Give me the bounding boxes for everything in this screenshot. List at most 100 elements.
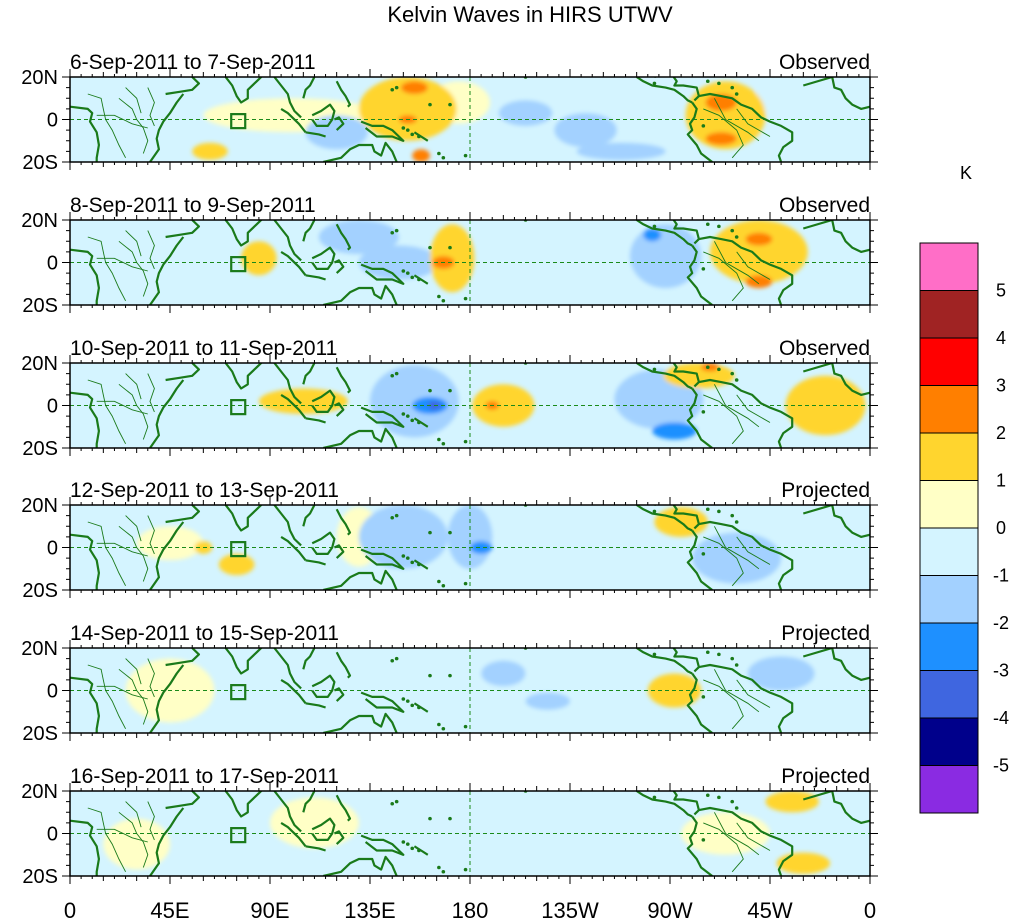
x-axis: 0 45E 90E 135E 180 135W 90W 45W 0 <box>64 898 876 922</box>
anomaly-contour <box>776 852 830 874</box>
anomaly-contour <box>701 363 719 372</box>
anomaly-contour <box>765 791 819 813</box>
tick-marks <box>62 69 878 170</box>
tick-marks <box>62 212 878 313</box>
colorbar-tick-label: 0 <box>996 518 1006 538</box>
panels: 6-Sep-2011 to 7-Sep-2011 Observed20N020S8… <box>21 51 878 888</box>
anomaly-contour <box>305 115 368 150</box>
anomaly-contour <box>745 232 773 246</box>
anomaly-contour <box>470 541 493 554</box>
colorbar-labels: 5 4 3 2 1 0 -1 -2 -3 -4 -5 <box>993 281 1009 776</box>
colorbar-tick-label: 5 <box>996 281 1006 301</box>
panel-status: Projected <box>781 622 870 645</box>
y-tick-label: 20S <box>22 295 58 317</box>
anomaly-contour <box>358 505 448 569</box>
anomaly-contour <box>481 660 526 687</box>
panel-date-range: 16-Sep-2011 to 17-Sep-2011 <box>70 765 339 788</box>
colorbar-swatch <box>919 670 979 719</box>
anomaly-contour <box>710 220 808 284</box>
coastlines <box>70 363 870 448</box>
y-tick-label: 0 <box>47 538 58 560</box>
colorbar-swatch <box>919 575 979 624</box>
colorbar: K 5 4 3 2 1 0 -1 -2 -3 -4 -5 <box>919 163 1009 814</box>
colorbar-boxes <box>919 242 979 814</box>
anomaly-contour <box>685 81 766 150</box>
y-tick-label: 20S <box>22 723 58 745</box>
colorbar-units-label: K <box>960 163 972 183</box>
colorbar-tick-label: -3 <box>993 661 1009 681</box>
colorbar-tick-label: 4 <box>996 328 1006 348</box>
chart-title: Kelvin Waves in HIRS UTWV <box>387 2 673 27</box>
panel-status: Projected <box>781 765 870 788</box>
anomaly-contour <box>358 245 439 280</box>
panel-6: 16-Sep-2011 to 17-Sep-2011 Projected 20N 0 2… <box>21 765 878 888</box>
coastlines <box>70 505 870 590</box>
anomaly-contour <box>258 388 348 414</box>
x-tick-label: 0 <box>864 898 876 922</box>
anomaly-contour <box>630 224 702 288</box>
region-box-marker <box>230 256 247 273</box>
panel-date-range: 14-Sep-2011 to 15-Sep-2011 <box>70 622 339 645</box>
x-tick-label: 90E <box>250 898 289 922</box>
anomaly-contour <box>498 228 553 288</box>
anomaly-contour <box>652 422 697 440</box>
panel-2: 8-Sep-2011 to 9-Sep-2011 Observed 20N 0 20S <box>21 194 878 317</box>
x-tick-label: 90W <box>647 898 692 922</box>
panel-status: Observed <box>779 337 870 360</box>
x-tick-label: 135W <box>541 898 599 922</box>
y-tick-label: 20S <box>22 580 58 602</box>
colorbar-swatch <box>919 527 979 576</box>
plot-area <box>62 497 878 598</box>
coastlines <box>70 220 870 305</box>
region-box-marker <box>230 541 247 558</box>
panel-status: Observed <box>779 51 870 74</box>
anomaly-contour <box>412 149 430 162</box>
anomaly-contour <box>401 81 428 94</box>
panel-4: 12-Sep-2011 to 13-Sep-2011 Projected 20N 0 2… <box>21 479 878 602</box>
colorbar-tick-label: 3 <box>996 376 1006 396</box>
colorbar-tick-label: 1 <box>996 471 1006 491</box>
anomaly-contour <box>125 241 193 284</box>
anomaly-contour <box>525 692 570 710</box>
tick-marks <box>62 783 878 884</box>
colorbar-swatch <box>919 717 979 766</box>
coastlines <box>70 648 870 733</box>
anomaly-contour <box>270 797 359 849</box>
panel-date-range: 6-Sep-2011 to 7-Sep-2011 <box>70 51 316 74</box>
y-tick-label: 20N <box>21 210 58 232</box>
colorbar-tick-label: -4 <box>993 708 1009 728</box>
anomaly-contour <box>472 384 535 427</box>
x-tick-label: 0 <box>64 898 76 922</box>
x-tick-label: 45W <box>747 898 792 922</box>
anomaly-contour <box>218 553 255 576</box>
plot-area <box>62 69 878 170</box>
colorbar-swatch <box>919 337 979 386</box>
anomaly-contour <box>554 113 617 148</box>
y-tick-label: 20N <box>21 495 58 517</box>
x-tick-label: 180 <box>452 898 489 922</box>
tick-marks <box>62 497 878 598</box>
plot-area <box>62 640 878 741</box>
x-tick-label: 45E <box>150 898 189 922</box>
coastlines <box>70 77 870 162</box>
y-tick-label: 20S <box>22 866 58 888</box>
y-tick-label: 0 <box>47 681 58 703</box>
panel-date-range: 12-Sep-2011 to 13-Sep-2011 <box>70 479 339 502</box>
anomaly-contour <box>370 365 459 438</box>
colorbar-tick-label: -5 <box>993 756 1009 776</box>
anomaly-contour <box>754 81 808 116</box>
colorbar-swatch <box>919 765 979 814</box>
anomaly-contour <box>785 375 866 436</box>
panel-date-range: 8-Sep-2011 to 9-Sep-2011 <box>70 194 316 217</box>
anomaly-contour <box>747 656 815 691</box>
x-tick-label: 135E <box>344 898 395 922</box>
region-box-marker <box>230 399 247 416</box>
y-tick-label: 20N <box>21 638 58 660</box>
region-box-marker <box>230 113 247 130</box>
anomaly-contour <box>241 241 277 276</box>
y-tick-label: 20S <box>22 438 58 460</box>
colorbar-swatch <box>919 622 979 671</box>
colorbar-swatch <box>919 480 979 529</box>
anomaly-contour <box>643 228 662 242</box>
